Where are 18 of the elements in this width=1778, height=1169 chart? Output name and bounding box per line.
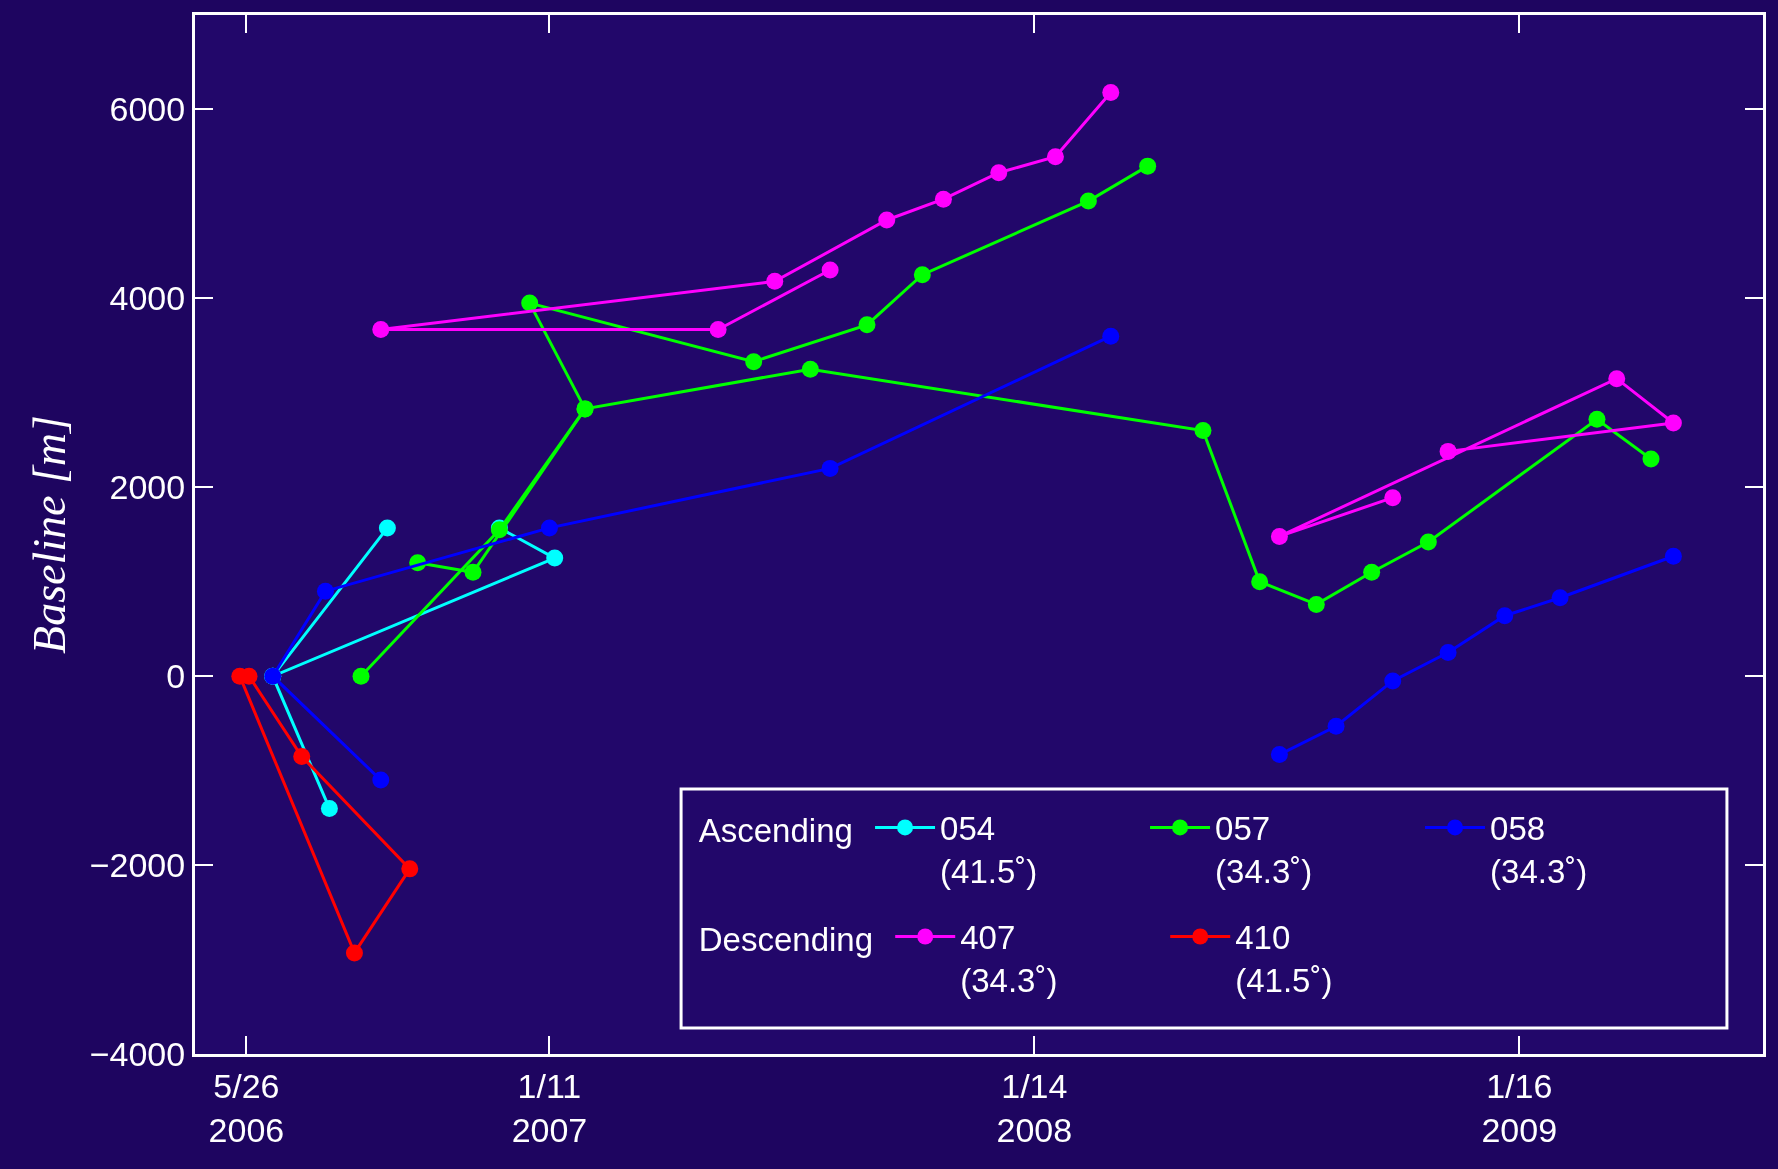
annotation: Ascending (698, 812, 863, 850)
y-tick-label: 2000 (109, 468, 186, 507)
y-axis-title: Baseline [m] (24, 415, 76, 654)
legend-label: 058 (34.3˚) (1490, 810, 1588, 891)
y-tick-label: 0 (166, 657, 186, 696)
x-tick-label: 5/26 2006 (208, 1066, 285, 1149)
legend-label: 054 (41.5˚) (940, 810, 1038, 891)
legend-label: 407 (34.3˚) (960, 919, 1058, 1000)
x-tick-label: 1/16 2009 (1481, 1066, 1558, 1149)
y-tick-label: 6000 (109, 90, 186, 129)
x-tick-label: 1/11 2007 (511, 1066, 588, 1149)
legend-label: 057 (34.3˚) (1215, 810, 1313, 891)
y-tick-label: −4000 (89, 1034, 186, 1073)
x-tick-label: 1/14 2008 (996, 1066, 1073, 1149)
annotation: Descending (698, 921, 883, 959)
y-tick-label: 4000 (109, 279, 186, 318)
y-tick-label: −2000 (89, 845, 186, 884)
legend-label: 410 (41.5˚) (1235, 919, 1333, 1000)
